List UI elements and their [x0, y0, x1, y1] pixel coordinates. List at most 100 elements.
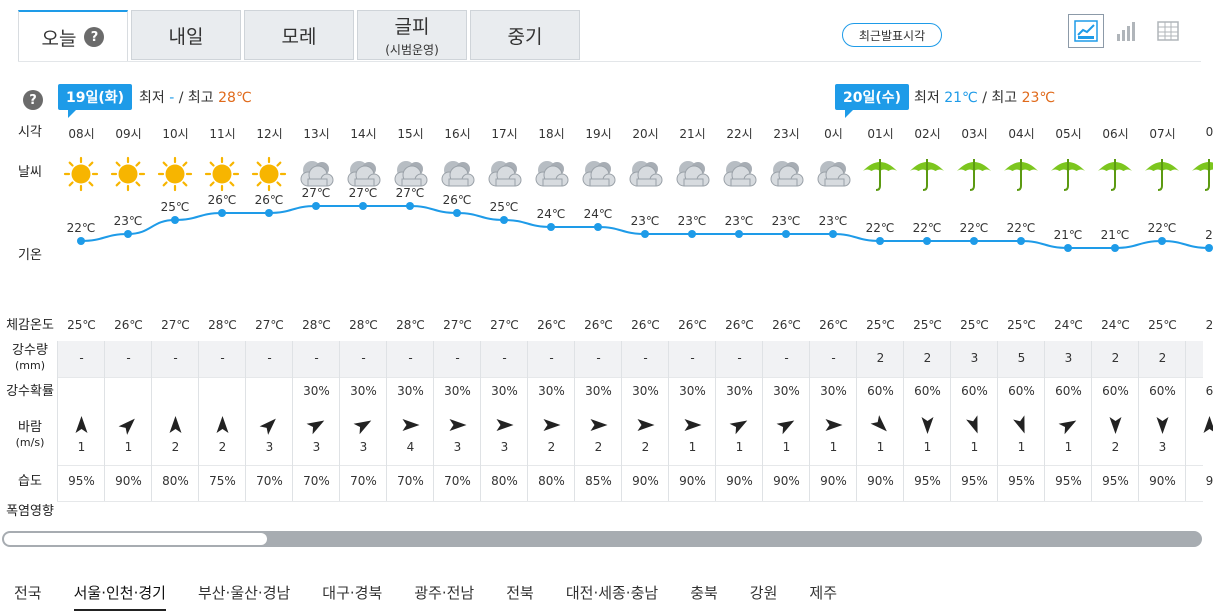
feels-like-value: 27℃ [490, 318, 519, 332]
rain-amount-value: - [502, 351, 507, 365]
table-view-button[interactable] [1150, 14, 1186, 48]
temperature-label: 22℃ [1148, 221, 1177, 235]
sun-icon [247, 154, 291, 194]
latest-release-button[interactable]: 최근발표시각 [842, 23, 942, 47]
column-divider [668, 341, 669, 501]
cloud-icon [482, 154, 526, 194]
region-tab[interactable]: 제주 [809, 584, 838, 602]
rain-prob-value: 30% [397, 384, 424, 398]
hour-label: 17시 [491, 127, 518, 141]
region-tab[interactable]: 전북 [506, 584, 534, 602]
column-divider [527, 341, 528, 501]
region-tab[interactable]: 충북 [690, 584, 718, 602]
temperature-point [829, 230, 837, 238]
max-value: 23℃ [1021, 90, 1056, 106]
feels-like-value: 28℃ [302, 318, 331, 332]
feels-like-value: 28℃ [396, 318, 425, 332]
row-label-rain-prob: 강수확률 [6, 384, 54, 399]
hour-label: 09시 [115, 127, 142, 141]
row-label-time: 시각 [18, 125, 42, 140]
rain-prob-value: 30% [632, 384, 659, 398]
hour-label: 10시 [162, 127, 189, 141]
wind-direction-icon [58, 413, 105, 437]
row-label-rain-amount: 강수량 (mm) [0, 343, 60, 373]
line-chart-view-button[interactable] [1068, 14, 1104, 48]
temperature-point [312, 202, 320, 210]
horizontal-scrollbar[interactable] [2, 531, 1202, 547]
help-icon[interactable]: ? [84, 27, 105, 47]
humidity-value: 75% [209, 474, 236, 488]
rain-prob-value: 60% [1102, 384, 1129, 398]
wind-speed-value: 1 [829, 440, 838, 454]
column-divider [903, 341, 904, 501]
temperature-point [1205, 244, 1213, 252]
region-tab[interactable]: 전국 [14, 584, 42, 602]
hour-label: 01시 [867, 127, 894, 141]
scrollbar-thumb[interactable] [4, 533, 267, 545]
hour-label: 02시 [914, 127, 941, 141]
temperature-label: 23℃ [114, 214, 143, 228]
umbrella-icon [999, 154, 1043, 194]
bar-chart-view-button[interactable] [1108, 14, 1144, 48]
wind-direction-icon [105, 413, 152, 437]
rain-amount-value: 3 [970, 351, 979, 365]
column-divider [245, 341, 246, 501]
temperature-label: 26℃ [208, 193, 237, 207]
temperature-point [1064, 244, 1072, 252]
region-tab[interactable]: 대구·경북 [322, 584, 383, 602]
rain-amount-value: - [784, 351, 789, 365]
tab-tomorrow[interactable]: 내일 [131, 10, 241, 60]
region-tab[interactable]: 대전·세종·충남 [565, 584, 659, 602]
tab-third-day[interactable]: 글피 (시범운영) [357, 10, 467, 60]
rain-amount-value: 3 [1064, 351, 1073, 365]
help-icon[interactable]: ? [23, 90, 43, 110]
temperature-label: 26℃ [255, 193, 284, 207]
umbrella-icon [1093, 154, 1137, 194]
wind-direction-icon [810, 413, 857, 437]
wind-speed-value: 1 [1017, 440, 1026, 454]
column-divider [950, 341, 951, 501]
column-divider [151, 341, 152, 501]
column-divider [480, 341, 481, 501]
humidity-value: 95% [1008, 474, 1035, 488]
column-divider [856, 341, 857, 501]
rain-amount-value: 2 [1158, 351, 1167, 365]
max-value: 28℃ [218, 90, 252, 106]
hour-label: 23시 [773, 127, 800, 141]
feels-like-value: 26℃ [725, 318, 754, 332]
temperature-label: 24℃ [537, 207, 566, 221]
wind-speed-value: 3 [500, 440, 509, 454]
region-tab[interactable]: 강원 [749, 584, 778, 602]
region-tab[interactable]: 광주·전남 [414, 584, 475, 602]
tab-today[interactable]: 오늘 ? [18, 10, 128, 62]
temperature-label: 23℃ [631, 214, 660, 228]
wind-direction-icon [951, 413, 998, 437]
temperature-point [970, 237, 978, 245]
wind-direction-icon [528, 413, 575, 437]
sun-icon [153, 154, 197, 194]
cloud-icon [294, 154, 338, 194]
rain-amount-value: - [690, 351, 695, 365]
cloud-icon [529, 154, 573, 194]
separator: / [178, 90, 184, 106]
rain-amount-value: - [126, 351, 131, 365]
row-label-heat: 폭염영향 [6, 504, 54, 519]
date-badge-day1: 19일(화) [58, 84, 133, 118]
feels-like-value: 28℃ [208, 318, 237, 332]
rain-amount-band [57, 341, 1203, 377]
tab-label: 오늘 [41, 27, 77, 50]
feels-like-value: 25℃ [1148, 318, 1177, 332]
rain-prob-value: 30% [444, 384, 471, 398]
temperature-label: 23℃ [678, 214, 707, 228]
region-tab[interactable]: 서울·인천·경기 [73, 576, 166, 611]
hour-label: 19시 [585, 127, 612, 141]
region-tab[interactable]: 부산·울산·경남 [197, 584, 291, 602]
wind-direction-icon [716, 413, 763, 437]
rain-amount-value: 2 [923, 351, 932, 365]
wind-speed-value: 2 [641, 440, 650, 454]
tab-day-after[interactable]: 모레 [244, 10, 354, 60]
region-nav: 전국 서울·인천·경기 부산·울산·경남 대구·경북 광주·전남 전북 대전·세종·충남 충북… [14, 576, 869, 611]
feels-like-value: 25℃ [913, 318, 942, 332]
tab-midterm[interactable]: 중기 [470, 10, 580, 60]
tab-label: 글피 [394, 16, 430, 38]
